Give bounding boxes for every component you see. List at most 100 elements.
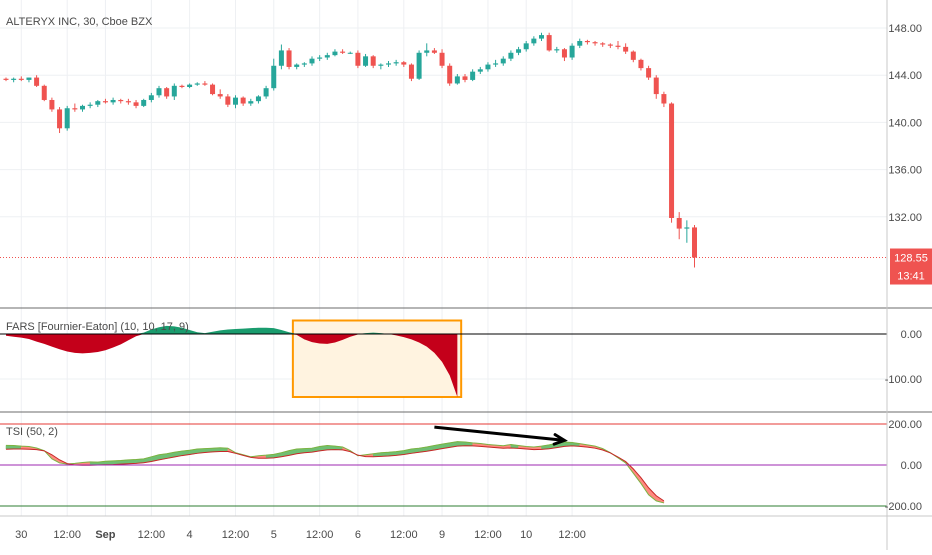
candle[interactable] <box>569 43 575 60</box>
trend-arrow-head[interactable] <box>552 433 568 446</box>
candle[interactable] <box>49 97 55 112</box>
candle-body[interactable] <box>638 59 644 69</box>
candle-body[interactable] <box>225 96 231 105</box>
candle-body[interactable] <box>41 85 47 100</box>
candle-body[interactable] <box>447 65 453 84</box>
candle[interactable] <box>416 50 422 80</box>
candle[interactable] <box>26 77 32 83</box>
candle-body[interactable] <box>187 84 193 87</box>
candle[interactable] <box>34 75 40 87</box>
candle[interactable] <box>125 98 131 105</box>
candle[interactable] <box>64 105 70 131</box>
candle[interactable] <box>210 83 216 96</box>
candle-body[interactable] <box>661 94 667 104</box>
candle-body[interactable] <box>141 99 147 106</box>
candle[interactable] <box>148 92 154 103</box>
candle-body[interactable] <box>179 85 185 87</box>
candle[interactable] <box>516 46 522 56</box>
candle-body[interactable] <box>324 55 330 58</box>
candle-body[interactable] <box>57 109 63 129</box>
candle[interactable] <box>95 99 101 108</box>
candle[interactable] <box>156 85 162 98</box>
candle-body[interactable] <box>554 49 560 51</box>
candle[interactable] <box>133 99 139 109</box>
candle[interactable] <box>347 51 353 54</box>
candle[interactable] <box>477 66 483 75</box>
candle[interactable] <box>523 40 529 52</box>
candle-body[interactable] <box>462 76 468 80</box>
candle[interactable] <box>692 225 697 268</box>
candle-body[interactable] <box>164 88 170 97</box>
candle-body[interactable] <box>171 85 177 97</box>
candle-body[interactable] <box>408 64 414 79</box>
candle-body[interactable] <box>64 108 70 129</box>
candle[interactable] <box>225 94 231 108</box>
candle-body[interactable] <box>669 103 675 218</box>
candle-body[interactable] <box>431 50 437 53</box>
candle[interactable] <box>141 98 147 108</box>
candle[interactable] <box>454 74 460 85</box>
candle-body[interactable] <box>217 94 223 97</box>
candle[interactable] <box>470 69 476 82</box>
candle[interactable] <box>202 81 208 86</box>
candle[interactable] <box>294 63 300 70</box>
candle-body[interactable] <box>347 52 353 54</box>
candle-body[interactable] <box>363 56 369 66</box>
candle[interactable] <box>255 95 261 104</box>
candle-body[interactable] <box>493 63 499 65</box>
candle[interactable] <box>72 103 78 112</box>
candle-body[interactable] <box>95 101 101 105</box>
candle-body[interactable] <box>156 88 162 96</box>
candle[interactable] <box>240 96 246 106</box>
candle-body[interactable] <box>3 78 9 80</box>
tsi-panel[interactable] <box>0 423 887 507</box>
time-axis[interactable]: 30 12:00 Sep 12:00 4 12:00 5 12:00 6 12:00 9 12:00 1… <box>15 529 586 541</box>
candle[interactable] <box>340 49 346 54</box>
candle-body[interactable] <box>523 43 529 50</box>
candle-body[interactable] <box>539 35 544 39</box>
candle[interactable] <box>41 84 47 102</box>
candle[interactable] <box>401 61 407 67</box>
candle[interactable] <box>638 58 644 71</box>
candle[interactable] <box>684 220 690 243</box>
candle[interactable] <box>286 48 292 70</box>
candle[interactable] <box>630 50 636 63</box>
candle-body[interactable] <box>332 51 338 56</box>
candle-body[interactable] <box>125 101 131 103</box>
candle[interactable] <box>539 32 544 41</box>
candle[interactable] <box>363 53 369 67</box>
candle-body[interactable] <box>294 64 300 67</box>
candle-body[interactable] <box>531 38 537 44</box>
candle-body[interactable] <box>110 99 116 103</box>
candle-body[interactable] <box>18 78 24 80</box>
candle-body[interactable] <box>615 45 621 47</box>
candle-body[interactable] <box>439 52 445 66</box>
candle-body[interactable] <box>378 64 384 66</box>
candle[interactable] <box>278 44 284 70</box>
candle-body[interactable] <box>72 108 78 110</box>
candle[interactable] <box>87 102 93 109</box>
candle[interactable] <box>431 48 437 54</box>
candle-body[interactable] <box>516 49 522 53</box>
candle-body[interactable] <box>118 99 124 102</box>
candle[interactable] <box>194 82 200 86</box>
candle-body[interactable] <box>355 52 361 66</box>
candle[interactable] <box>110 97 116 105</box>
candle[interactable] <box>646 65 652 80</box>
candle-body[interactable] <box>11 78 17 80</box>
candle-body[interactable] <box>194 83 200 85</box>
candle-body[interactable] <box>102 101 108 103</box>
candle-body[interactable] <box>393 62 399 64</box>
candle[interactable] <box>653 75 659 99</box>
candle-body[interactable] <box>278 50 284 66</box>
candle-body[interactable] <box>623 46 629 52</box>
candle-body[interactable] <box>508 52 514 59</box>
candle[interactable] <box>676 212 682 240</box>
candle-body[interactable] <box>301 63 307 65</box>
candle[interactable] <box>233 95 238 109</box>
candle[interactable] <box>623 43 629 54</box>
candle-body[interactable] <box>233 97 238 105</box>
candle-body[interactable] <box>676 217 682 229</box>
candle-body[interactable] <box>477 69 483 72</box>
